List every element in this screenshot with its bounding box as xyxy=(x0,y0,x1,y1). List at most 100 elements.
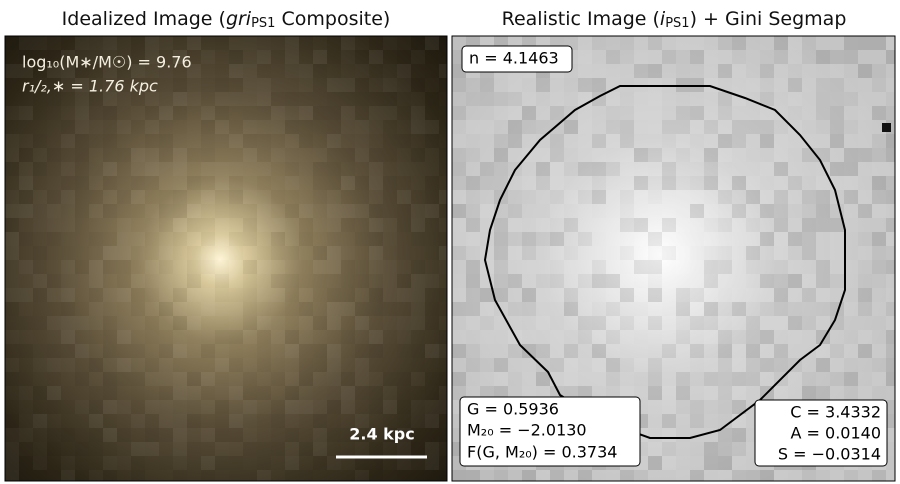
pixel xyxy=(5,232,19,246)
pixel xyxy=(550,260,564,274)
pixel xyxy=(61,400,75,414)
pixel xyxy=(425,316,439,330)
pixel xyxy=(145,316,159,330)
pixel xyxy=(578,232,592,246)
pixel xyxy=(844,218,858,232)
pixel xyxy=(341,64,355,78)
pixel xyxy=(550,190,564,204)
pixel xyxy=(760,50,774,64)
pixel xyxy=(299,120,313,134)
pixel xyxy=(746,204,760,218)
pixel xyxy=(494,106,508,120)
pixel xyxy=(718,64,732,78)
pixel xyxy=(704,36,718,50)
pixel xyxy=(718,176,732,190)
pixel xyxy=(131,190,145,204)
pixel xyxy=(285,442,299,456)
pixel xyxy=(439,64,447,78)
pixel xyxy=(452,260,466,274)
pixel xyxy=(844,162,858,176)
pixel xyxy=(159,232,173,246)
pixel xyxy=(578,36,592,50)
pixel xyxy=(47,106,61,120)
pixel xyxy=(229,330,243,344)
pixel xyxy=(872,50,886,64)
pixel xyxy=(788,386,802,400)
pixel xyxy=(341,358,355,372)
pixel xyxy=(648,134,662,148)
pixel xyxy=(355,288,369,302)
pixel xyxy=(257,456,271,470)
pixel xyxy=(592,106,606,120)
pixel xyxy=(187,260,201,274)
pixel xyxy=(47,358,61,372)
pixel xyxy=(327,274,341,288)
pixel xyxy=(550,330,564,344)
pixel xyxy=(341,428,355,442)
pixel xyxy=(760,134,774,148)
pixel xyxy=(369,92,383,106)
pixel xyxy=(271,120,285,134)
pixel xyxy=(466,302,480,316)
pixel xyxy=(886,274,895,288)
pixel xyxy=(215,428,229,442)
pixel xyxy=(89,316,103,330)
pixel xyxy=(662,92,676,106)
pixel xyxy=(788,288,802,302)
pixel xyxy=(187,218,201,232)
pixel xyxy=(886,414,895,428)
pixel xyxy=(425,162,439,176)
pixel xyxy=(858,64,872,78)
pixel xyxy=(257,428,271,442)
pixel xyxy=(802,260,816,274)
pixel xyxy=(173,274,187,288)
pixel xyxy=(578,260,592,274)
pixel xyxy=(117,442,131,456)
pixel xyxy=(285,372,299,386)
pixel xyxy=(47,64,61,78)
pixel xyxy=(704,190,718,204)
pixel xyxy=(369,260,383,274)
pixel xyxy=(355,78,369,92)
pixel xyxy=(690,64,704,78)
pixel xyxy=(131,204,145,218)
pixel xyxy=(187,316,201,330)
pixel xyxy=(508,260,522,274)
pixel xyxy=(257,106,271,120)
pixel xyxy=(704,106,718,120)
pixel xyxy=(33,288,47,302)
pixel xyxy=(550,78,564,92)
pixel xyxy=(229,204,243,218)
pixel xyxy=(145,134,159,148)
pixel xyxy=(5,372,19,386)
pixel xyxy=(676,330,690,344)
pixel xyxy=(173,120,187,134)
pixel xyxy=(313,106,327,120)
pixel xyxy=(690,204,704,218)
pixel xyxy=(746,274,760,288)
pixel xyxy=(690,358,704,372)
pixel xyxy=(285,78,299,92)
pixel xyxy=(466,190,480,204)
pixel xyxy=(341,50,355,64)
pixel xyxy=(816,92,830,106)
pixel xyxy=(5,470,19,481)
pixel xyxy=(676,372,690,386)
pixel xyxy=(592,50,606,64)
pixel xyxy=(704,218,718,232)
pixel xyxy=(634,470,648,481)
pixel xyxy=(872,148,886,162)
pixel xyxy=(634,302,648,316)
pixel xyxy=(466,372,480,386)
pixel xyxy=(383,190,397,204)
pixel xyxy=(159,78,173,92)
pixel xyxy=(411,358,425,372)
pixel xyxy=(47,162,61,176)
pixel xyxy=(774,204,788,218)
pixel xyxy=(33,218,47,232)
pixel xyxy=(19,288,33,302)
pixel xyxy=(522,134,536,148)
pixel xyxy=(690,134,704,148)
pixel xyxy=(452,330,466,344)
pixel xyxy=(89,232,103,246)
